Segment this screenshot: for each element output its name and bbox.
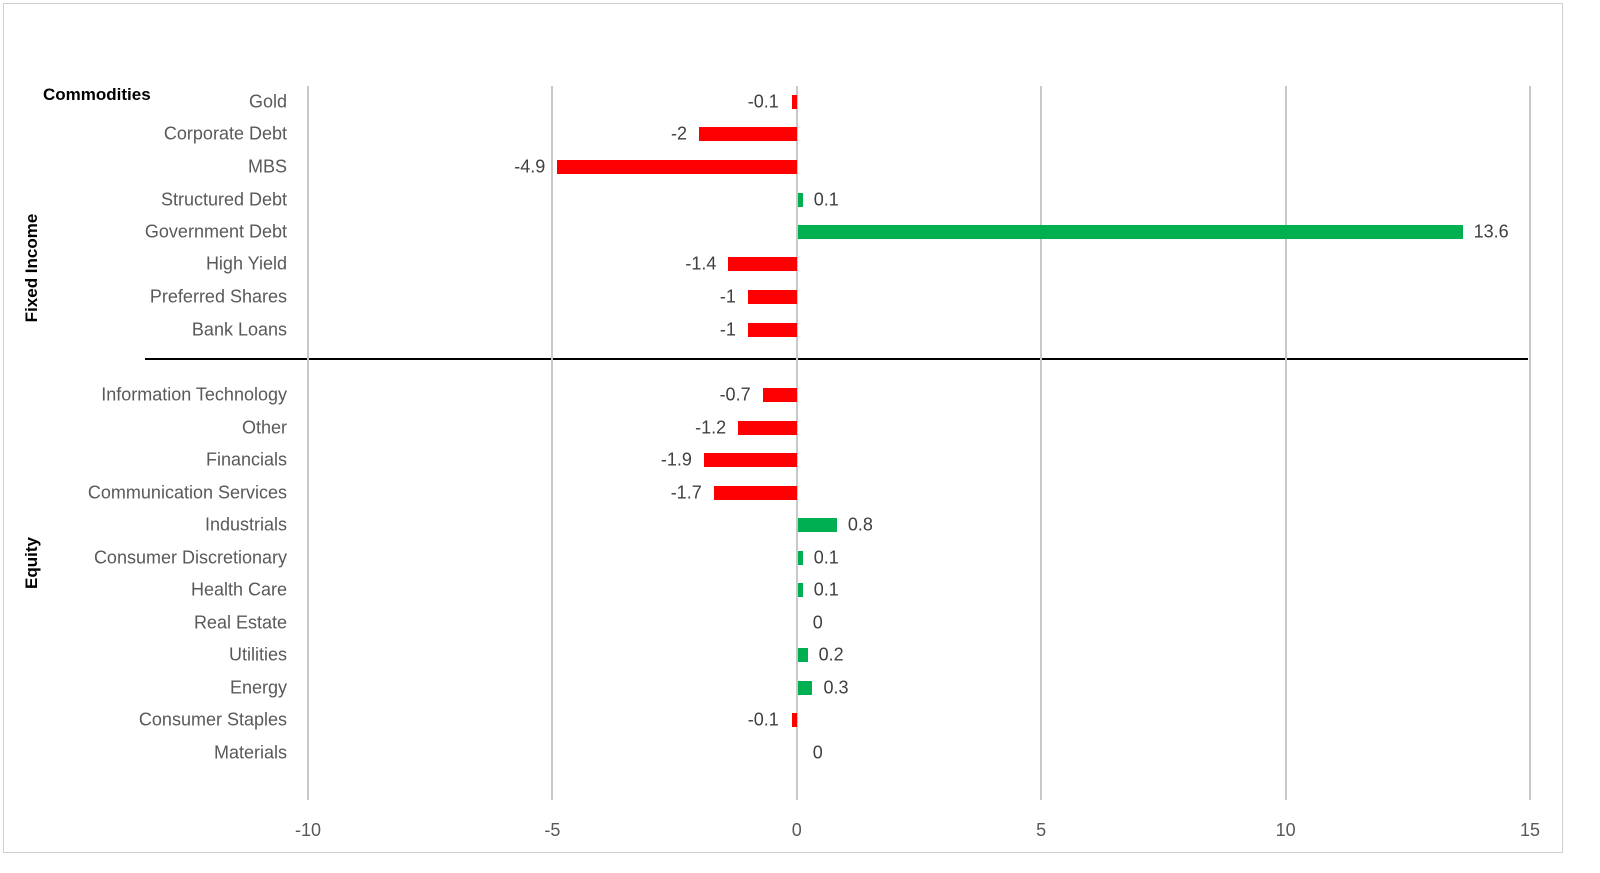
x-tick-label: 10 — [1275, 820, 1296, 840]
category-label: Preferred Shares — [149, 286, 287, 307]
data-label: 0.8 — [847, 514, 873, 535]
group-label-fixed-income: Fixed Income — [22, 213, 41, 323]
data-label: 13.6 — [1473, 221, 1509, 242]
bar-utilities — [797, 648, 808, 663]
category-label: Structured Debt — [160, 189, 287, 210]
category-label: Consumer Discretionary — [93, 547, 287, 568]
gridline-x-0 — [795, 86, 798, 800]
data-label: 0 — [812, 612, 823, 633]
category-label: Communication Services — [87, 482, 287, 503]
bar-financials — [703, 453, 797, 468]
bar-gold — [791, 95, 797, 109]
category-label: Industrials — [204, 514, 287, 535]
data-label: 0.1 — [813, 189, 839, 210]
category-label: Other — [241, 417, 287, 438]
bar-communication-services — [713, 485, 797, 500]
bar-corporate-debt — [699, 127, 797, 141]
category-label: Utilities — [228, 644, 287, 665]
bar-preferred-shares — [747, 290, 797, 304]
category-label: Consumer Staples — [138, 709, 287, 730]
category-label: Energy — [229, 677, 287, 698]
x-tick-label: 15 — [1519, 820, 1541, 840]
bar-bank-loans — [747, 323, 797, 337]
bar-industrials — [797, 518, 837, 533]
bar-mbs — [557, 160, 797, 174]
category-label: Information Technology — [101, 384, 287, 405]
bar-consumer-discretionary — [797, 550, 803, 565]
category-label: Health Care — [190, 579, 287, 600]
data-label: -1 — [719, 319, 736, 340]
category-label: Real Estate — [193, 612, 287, 633]
category-label: Gold — [248, 91, 287, 112]
data-label: -1 — [719, 286, 736, 307]
bar-energy — [797, 680, 813, 695]
data-label: -4.9 — [514, 156, 546, 177]
data-label: -1.7 — [670, 482, 702, 503]
group-label-equity: Equity — [22, 537, 41, 589]
gridline-x-neg5 — [551, 86, 554, 800]
category-label: Materials — [213, 742, 287, 763]
gridline-x-5 — [1040, 86, 1043, 800]
bar-structured-debt — [797, 193, 803, 207]
group-label-commodities: Commodities — [43, 85, 151, 104]
data-label: 0.1 — [813, 579, 839, 600]
x-tick-label: 5 — [1036, 820, 1047, 840]
gridline-x-neg10 — [307, 86, 309, 800]
bar-high-yield — [728, 257, 797, 271]
category-label: Bank Loans — [191, 319, 287, 340]
bar-government-debt — [797, 225, 1463, 239]
data-label: 0.3 — [823, 677, 849, 698]
data-label: -0.1 — [747, 91, 779, 112]
category-label: Corporate Debt — [163, 123, 287, 144]
x-tick-label: -5 — [544, 820, 561, 840]
bar-other — [738, 420, 797, 435]
gridline-x-15 — [1529, 86, 1531, 800]
data-label: -0.7 — [719, 384, 751, 405]
group-separator-line — [145, 358, 1528, 360]
category-label: Financials — [205, 449, 287, 470]
data-label: -1.4 — [685, 253, 717, 274]
data-label: -2 — [671, 123, 688, 144]
data-label: -0.1 — [747, 709, 779, 730]
category-label: Government Debt — [144, 221, 287, 242]
bar-consumer-staples — [791, 713, 797, 728]
data-label: 0.1 — [813, 547, 839, 568]
data-label: -1.9 — [660, 449, 692, 470]
data-label: -1.2 — [695, 417, 727, 438]
category-label: High Yield — [205, 253, 287, 274]
bar-health-care — [797, 583, 803, 598]
category-label: MBS — [247, 156, 287, 177]
bar-information-technology — [762, 388, 797, 402]
x-tick-label: 0 — [791, 820, 802, 840]
gridline-x-10 — [1284, 86, 1287, 800]
x-tick-label: -10 — [294, 820, 322, 840]
data-label: 0 — [812, 742, 823, 763]
data-label: 0.2 — [818, 644, 844, 665]
